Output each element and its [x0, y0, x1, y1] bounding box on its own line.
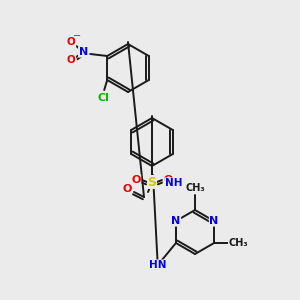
- Text: CH₃: CH₃: [228, 238, 248, 248]
- Text: NH: NH: [165, 178, 182, 188]
- Text: S: S: [148, 176, 157, 188]
- Text: HN: HN: [149, 260, 167, 270]
- Text: O: O: [67, 37, 76, 47]
- Text: O: O: [122, 184, 132, 194]
- Text: O: O: [67, 55, 76, 65]
- Text: N: N: [209, 216, 219, 226]
- Text: CH₃: CH₃: [185, 183, 205, 193]
- Text: O: O: [131, 175, 141, 185]
- Text: Cl: Cl: [97, 93, 109, 103]
- Text: N: N: [171, 216, 181, 226]
- Text: N: N: [79, 47, 88, 57]
- Text: O: O: [163, 175, 173, 185]
- Text: −: −: [73, 31, 81, 41]
